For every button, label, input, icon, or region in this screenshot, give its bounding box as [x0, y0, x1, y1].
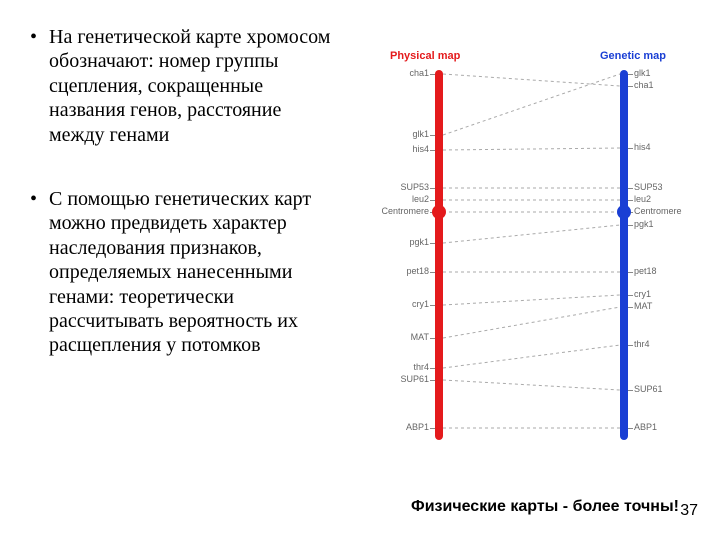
gene-tick — [628, 428, 633, 429]
gene-tick — [628, 148, 633, 149]
chromosome-map-diagram: Physical mapGenetic mapcha1glk1his4SUP53… — [355, 50, 705, 450]
gene-label: pgk1 — [409, 237, 429, 247]
gene-label: pet18 — [406, 266, 429, 276]
gene-label: ABP1 — [406, 422, 429, 432]
gene-label: SUP61 — [634, 384, 663, 394]
gene-label: cry1 — [634, 289, 651, 299]
gene-label: glk1 — [634, 68, 651, 78]
gene-label: MAT — [411, 332, 429, 342]
bullet-1-text: На генетической карте хромосом обозначаю… — [49, 25, 335, 147]
gene-label: Centromere — [634, 206, 682, 216]
gene-tick — [628, 307, 633, 308]
bullet-2: • С помощью генетических карт можно пред… — [30, 187, 335, 358]
gene-label: pet18 — [634, 266, 657, 276]
gene-tick — [430, 74, 435, 75]
gene-tick — [628, 295, 633, 296]
gene-tick — [430, 188, 435, 189]
gene-tick — [628, 390, 633, 391]
gene-tick — [430, 368, 435, 369]
gene-tick — [430, 380, 435, 381]
gene-tick — [628, 225, 633, 226]
gene-label: SUP61 — [400, 374, 429, 384]
gene-label: SUP53 — [400, 182, 429, 192]
gene-label: cha1 — [634, 80, 654, 90]
gene-label: leu2 — [634, 194, 651, 204]
gene-tick — [628, 345, 633, 346]
gene-tick — [430, 243, 435, 244]
gene-tick — [628, 86, 633, 87]
centromere-icon — [617, 205, 631, 219]
gene-tick — [430, 135, 435, 136]
gene-tick — [430, 428, 435, 429]
caption: Физические карты - более точны! — [390, 497, 700, 516]
gene-label: cha1 — [409, 68, 429, 78]
bullet-1: • На генетической карте хромосом обознач… — [30, 25, 335, 147]
page-number: 37 — [680, 502, 698, 520]
gene-label: MAT — [634, 301, 652, 311]
gene-tick — [430, 305, 435, 306]
gene-tick — [430, 338, 435, 339]
bullet-marker: • — [30, 187, 37, 358]
gene-tick — [628, 272, 633, 273]
gene-label: cry1 — [412, 299, 429, 309]
bullet-marker: • — [30, 25, 37, 147]
gene-label: thr4 — [634, 339, 650, 349]
gene-tick — [628, 200, 633, 201]
gene-label: thr4 — [413, 362, 429, 372]
gene-tick — [430, 200, 435, 201]
gene-label: Centromere — [381, 206, 429, 216]
bullet-2-text: С помощью генетических карт можно предви… — [49, 187, 335, 358]
gene-label: SUP53 — [634, 182, 663, 192]
gene-label: ABP1 — [634, 422, 657, 432]
gene-tick — [628, 188, 633, 189]
gene-tick — [430, 272, 435, 273]
gene-label: his4 — [412, 144, 429, 154]
gene-label: leu2 — [412, 194, 429, 204]
gene-label: his4 — [634, 142, 651, 152]
gene-label: glk1 — [412, 129, 429, 139]
gene-tick — [628, 74, 633, 75]
gene-label: pgk1 — [634, 219, 654, 229]
centromere-icon — [432, 205, 446, 219]
gene-tick — [430, 150, 435, 151]
